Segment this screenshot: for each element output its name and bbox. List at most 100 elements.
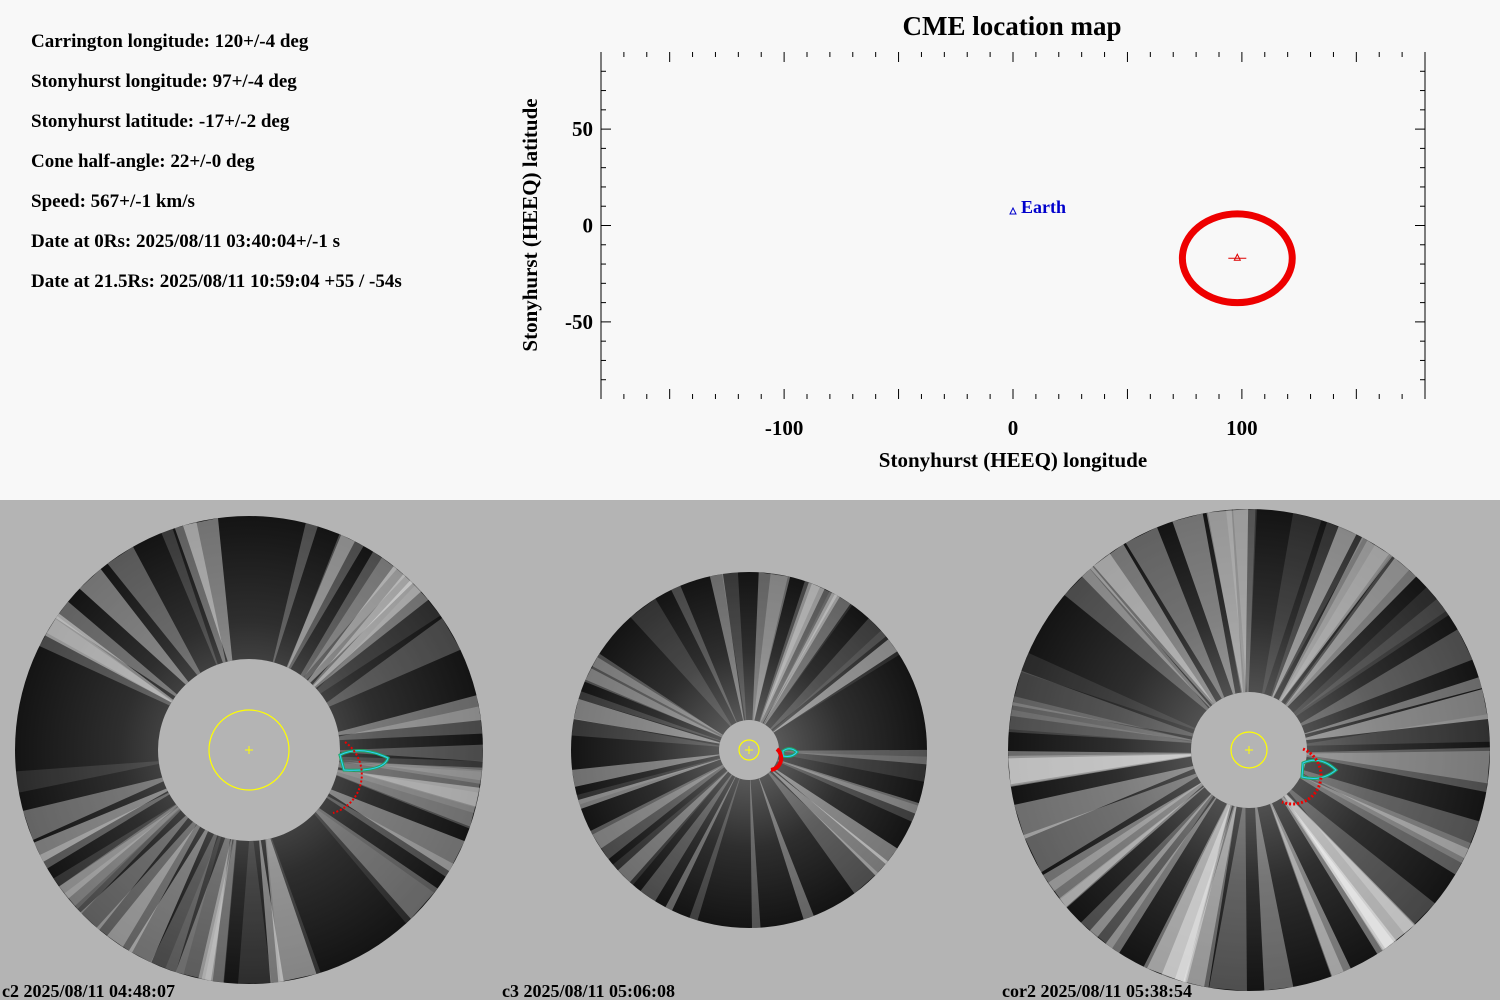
- streamer-ray: [15, 761, 160, 793]
- streamer-ray: [39, 616, 172, 706]
- streamer-ray: [1207, 509, 1243, 693]
- coronal-streamers: [1008, 509, 1490, 991]
- streamer-ray: [759, 581, 821, 723]
- streamer-ray: [1284, 556, 1410, 706]
- y-tick-label: 0: [583, 214, 594, 238]
- streamer-ray: [571, 718, 720, 747]
- streamer-ray: [336, 769, 480, 827]
- streamer-ray: [265, 838, 317, 983]
- cme-info-area: Carrington longitude: 120+/-4 deg Stonyhu…: [31, 11, 1426, 472]
- streamer-ray: [1305, 689, 1488, 741]
- cme-contour-inner: [782, 748, 798, 757]
- streamer-ray: [1301, 774, 1472, 864]
- coronagraph-panel-c3: c3 2025/08/11 05:06:08: [500, 500, 1000, 1000]
- streamer-ray: [307, 566, 413, 683]
- chart-axes: [600, 52, 1426, 399]
- streamer-ray: [1306, 747, 1490, 784]
- streamer-ray: [315, 808, 438, 919]
- coronal-streamers: [571, 572, 927, 928]
- coronagraph-image-c2: [15, 516, 483, 984]
- streamer-ray: [665, 776, 736, 911]
- streamer-ray: [768, 771, 878, 894]
- streamer-ray: [1143, 803, 1231, 983]
- streamer-ray: [1023, 773, 1198, 873]
- streamer-ray: [576, 758, 721, 805]
- x-tick-label: -100: [765, 416, 804, 440]
- streamer-ray: [778, 749, 927, 765]
- streamer-ray: [339, 706, 483, 741]
- streamer-ray: [336, 770, 480, 829]
- streamer-ray: [1021, 652, 1196, 730]
- streamer-ray: [79, 568, 189, 685]
- streamer-ray: [1300, 629, 1473, 726]
- streamer-ray: [165, 835, 222, 975]
- streamer-ray: [573, 698, 720, 744]
- cme-location-map: CME location map -100 0 100 50 0 -50 Stonyhur…: [518, 11, 1426, 472]
- streamer-ray: [201, 839, 237, 983]
- y-tick-label: 50: [572, 117, 593, 141]
- streamer-ray: [722, 572, 747, 721]
- parameter-line: Cone half-angle: 22+/-0 deg: [31, 151, 255, 172]
- streamer-ray: [1284, 794, 1416, 949]
- streamer-ray: [237, 840, 272, 984]
- streamer-ray: [776, 760, 919, 822]
- streamer-ray: [1161, 804, 1233, 983]
- streamer-ray: [1306, 750, 1490, 793]
- streamer-ray: [1306, 714, 1490, 746]
- streamer-ray: [1269, 803, 1344, 977]
- streamer-ray: [612, 770, 729, 885]
- streamer-ray: [778, 752, 927, 782]
- streamer-ray: [58, 804, 178, 899]
- streamer-ray: [590, 764, 724, 849]
- streamer-ray: [1010, 702, 1192, 741]
- streamer-ray: [303, 557, 406, 680]
- parameter-line: Date at 21.5Rs: 2025/08/11 10:59:04 +55 …: [31, 271, 402, 292]
- streamer-ray: [777, 759, 919, 814]
- streamer-ray: [1233, 509, 1256, 693]
- streamer-ray: [326, 617, 461, 707]
- streamer-ray: [339, 759, 483, 784]
- streamer-ray: [107, 546, 201, 676]
- y-tick-label: -50: [565, 310, 593, 334]
- streamer-ray: [313, 809, 435, 924]
- point-cme-center: [1228, 253, 1247, 261]
- parameter-line: Stonyhurst latitude: -17+/-2 deg: [31, 111, 290, 132]
- streamer-ray: [161, 528, 218, 666]
- tick-labels: -100 0 100 50 0 -50: [565, 117, 1258, 440]
- x-tick-label: 100: [1226, 416, 1258, 440]
- streamer-ray: [96, 821, 197, 948]
- streamer-ray: [46, 618, 173, 703]
- streamer-ray: [1125, 527, 1225, 699]
- streamer-ray: [1255, 807, 1294, 991]
- parameter-line: Speed: 567+/-1 km/s: [31, 191, 195, 212]
- streamer-ray: [1279, 540, 1390, 702]
- streamer-ray: [749, 779, 761, 928]
- streamer-ray: [1302, 770, 1480, 859]
- streamer-ray: [772, 639, 898, 733]
- streamer-ray: [45, 613, 174, 703]
- sun-center-cross: [745, 746, 753, 754]
- streamer-ray: [259, 840, 284, 984]
- streamer-ray: [1008, 696, 1192, 743]
- x-tick-label: 0: [1008, 416, 1019, 440]
- streamer-ray: [1059, 786, 1205, 908]
- streamer-ray: [772, 767, 898, 864]
- streamer-ray: [572, 754, 720, 787]
- cme-cone-outline: [1178, 210, 1296, 307]
- streamer-ray: [1012, 670, 1194, 737]
- streamer-ray: [182, 518, 233, 662]
- cme-contour-inner: [1301, 759, 1337, 779]
- streamer-ray: [1272, 526, 1357, 698]
- streamer-ray: [578, 758, 721, 809]
- triangle-marker: [1233, 253, 1242, 261]
- streamer-ray: [709, 573, 744, 721]
- cme-front-arc: [332, 741, 363, 814]
- streamer-ray: [1280, 544, 1392, 703]
- streamer-ray: [1089, 794, 1212, 938]
- streamer-ray: [1270, 803, 1351, 977]
- streamer-ray: [1293, 587, 1447, 715]
- streamer-ray: [640, 774, 733, 902]
- streamer-ray: [584, 653, 723, 737]
- streamer-ray: [1080, 793, 1214, 949]
- streamer-ray: [23, 777, 164, 840]
